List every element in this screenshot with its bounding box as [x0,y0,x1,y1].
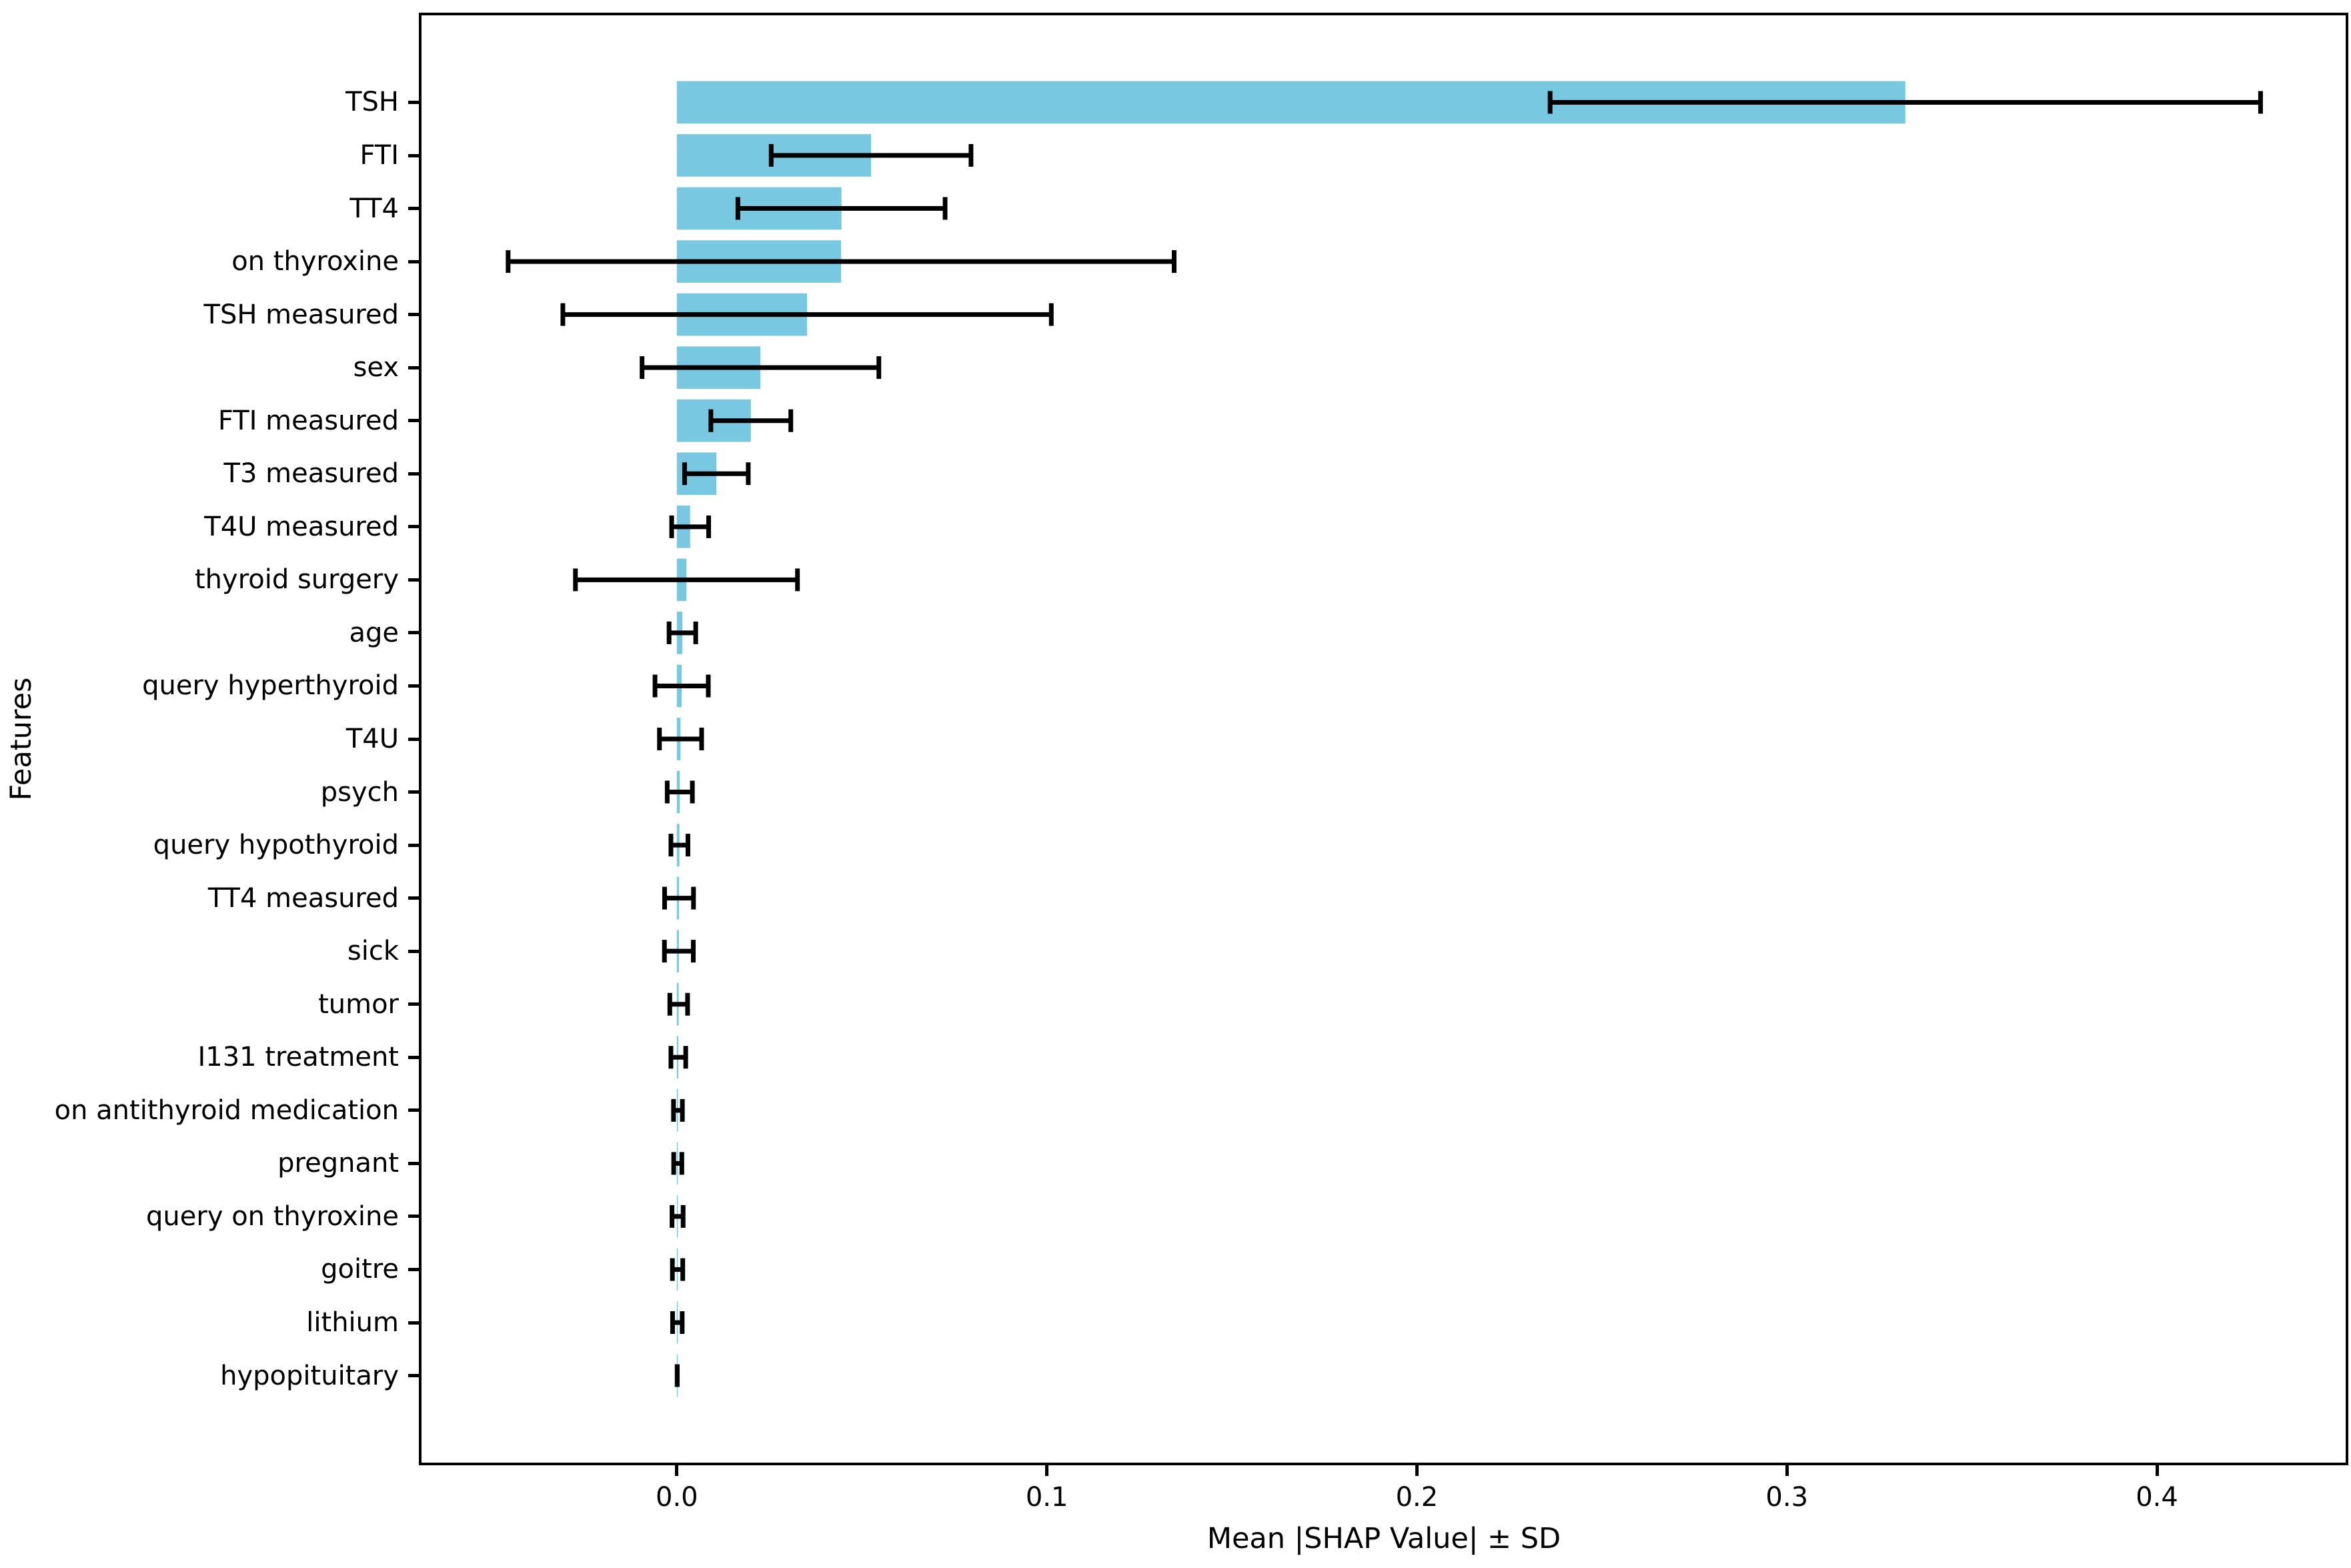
x-tick-label: 0.3 [1765,1482,1809,1513]
feature-label: on thyroxine [231,246,399,277]
y-tick-mark [408,1321,422,1325]
y-tick-mark [408,1267,422,1271]
feature-label: thyroid surgery [194,564,399,596]
y-tick-mark [408,207,422,211]
bars-and-errorbars-canvas [506,81,2263,1397]
x-tick-mark [2155,1463,2159,1476]
errorbar-fti-measured [708,409,794,432]
y-tick-mark [408,790,422,794]
errorbar-lithium [670,1311,685,1334]
feature-label: TT4 measured [207,882,399,914]
y-tick-mark [408,1374,422,1378]
y-tick-mark [408,949,422,953]
errorbar-on-thyroxine [506,250,1177,273]
x-tick-label: 0.1 [1025,1482,1068,1513]
feature-label: T4U measured [204,511,399,542]
y-tick-mark [408,313,422,317]
y-tick-mark [408,259,422,263]
errorbar-fti [768,144,974,167]
feature-label: hypopituitary [220,1360,399,1391]
errorbar-goitre [670,1258,686,1281]
feature-label: query on thyroxine [146,1201,399,1232]
x-tick-label: 0.0 [656,1482,698,1513]
errorbar-i131-treatment [668,1046,688,1069]
y-tick-mark [408,1215,422,1219]
errorbar-age [666,621,698,644]
feature-label: pregnant [277,1148,399,1179]
feature-label: sick [347,936,399,967]
feature-label: FTI [359,140,399,171]
feature-label: TT4 [349,193,399,224]
y-tick-mark [408,153,422,157]
errorbar-t3-measured [682,462,751,486]
x-tick-mark [1045,1463,1049,1476]
errorbar-thyroid-surgery [573,568,800,592]
errorbar-tsh-measured [560,303,1054,326]
feature-label: goitre [321,1254,399,1285]
errorbar-psych [664,780,695,804]
feature-label: TSH measured [203,299,399,330]
x-tick-label: 0.4 [2136,1482,2178,1513]
x-tick-mark [1785,1463,1789,1476]
errorbar-tsh [1547,91,2263,114]
y-tick-mark [408,1108,422,1112]
y-tick-mark [408,1002,422,1006]
y-tick-mark [408,684,422,688]
y-tick-mark [408,631,422,635]
errorbar-on-antithyroid-medication [671,1098,685,1122]
errorbar-t4u [657,728,704,750]
feature-label: tumor [318,988,399,1020]
errorbar-pregnant [671,1152,684,1175]
y-tick-mark [408,1055,422,1059]
x-axis-title: Mean |SHAP Value| ± SD [1207,1522,1561,1555]
errorbar-tt4 [735,197,948,220]
feature-label: query hyperthyroid [142,670,399,702]
feature-label: psych [320,776,399,808]
y-tick-mark [408,1161,422,1165]
feature-label: lithium [306,1307,399,1338]
feature-label: sex [353,352,399,383]
errorbar-tt4-measured [662,886,696,910]
errorbar-query-hyperthyroid [652,674,711,698]
y-tick-mark [408,578,422,582]
errorbar-sex [640,356,882,379]
x-tick-label: 0.2 [1395,1482,1439,1513]
feature-label: TSH [345,87,399,118]
feature-label: on antithyroid medication [54,1094,399,1126]
y-tick-mark [408,365,422,369]
plot-area [419,13,2348,1465]
feature-label: query hypothyroid [153,830,399,861]
y-tick-mark [408,472,422,476]
feature-label: T4U [345,724,399,754]
y-tick-mark [408,737,422,741]
errorbar-query-hypothyroid [668,834,690,857]
y-tick-mark [408,843,422,847]
errorbar-tumor [667,992,690,1016]
y-tick-mark [408,896,422,900]
x-tick-mark [1415,1463,1419,1476]
errorbar-t4u-measured [669,515,712,538]
errorbar-sick [662,940,696,963]
feature-label: age [349,617,399,648]
x-tick-mark [675,1463,679,1476]
y-tick-mark [408,419,422,423]
feature-label: FTI measured [217,405,399,436]
errorbar-query-on-thyroxine [670,1205,686,1228]
y-tick-mark [408,100,422,104]
feature-label: I131 treatment [197,1042,399,1073]
y-tick-mark [408,525,422,529]
feature-label: T3 measured [223,458,399,490]
